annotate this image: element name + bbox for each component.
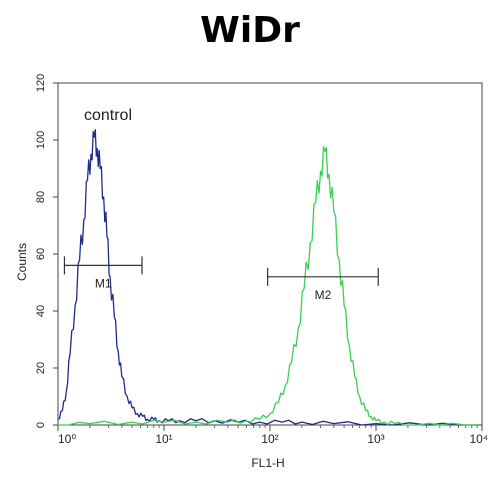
y-tick-label: 0 xyxy=(35,422,47,428)
marker-label: M1 xyxy=(95,276,112,290)
control-annotation: control xyxy=(84,107,132,124)
y-tick-label: 60 xyxy=(35,248,47,260)
y-tick-label: 100 xyxy=(35,131,47,149)
marker-label: M2 xyxy=(315,288,332,302)
x-tick-label: 10² xyxy=(261,432,278,446)
x-tick-label: 10⁰ xyxy=(58,432,76,446)
y-tick-label: 120 xyxy=(35,74,47,92)
x-tick-label: 10¹ xyxy=(155,432,172,446)
y-tick-label: 80 xyxy=(35,191,47,203)
series-line-0 xyxy=(57,128,478,426)
y-tick-label: 40 xyxy=(35,305,47,317)
x-tick-label: 10⁴ xyxy=(469,432,488,446)
x-axis-label: FL1-H xyxy=(251,456,284,470)
y-tick-label: 20 xyxy=(35,362,47,374)
x-tick-label: 10³ xyxy=(367,432,384,446)
chart-title: WiDr xyxy=(200,10,300,51)
series-line-1 xyxy=(58,145,478,426)
y-axis-label: Counts xyxy=(15,243,29,281)
